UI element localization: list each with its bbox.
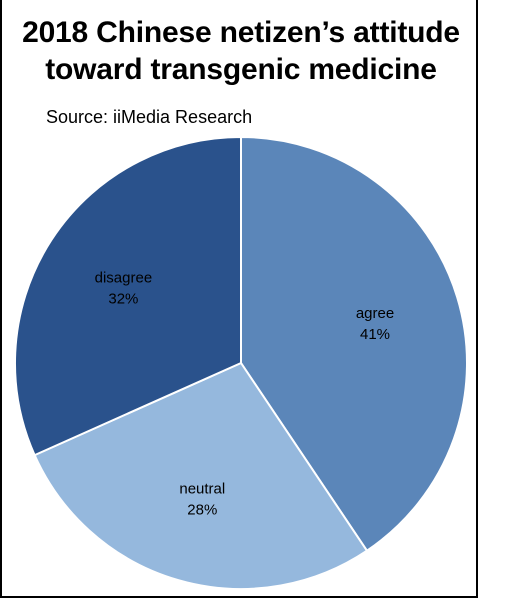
slice-label-neutral: neutral xyxy=(179,481,225,498)
pie-slice-neutral xyxy=(33,362,368,590)
pie-slice-agree xyxy=(240,136,468,552)
pie-slice-disagree xyxy=(14,136,242,457)
chart-source: Source: iiMedia Research xyxy=(46,107,253,127)
slice-value-disagree: 32% xyxy=(108,291,138,308)
pie-chart: agree 41% neutral 28% disagree 32% xyxy=(14,136,468,590)
chart-frame: agree 41% neutral 28% disagree 32% 2018 Chine… xyxy=(0,0,478,598)
chart-title: 2018 Chinese netizen’s attitude toward t… xyxy=(22,16,460,86)
slice-label-disagree: disagree xyxy=(95,270,153,287)
slice-label-agree: agree xyxy=(356,305,394,322)
slice-value-neutral: 28% xyxy=(187,502,217,519)
slice-value-agree: 41% xyxy=(360,326,390,343)
